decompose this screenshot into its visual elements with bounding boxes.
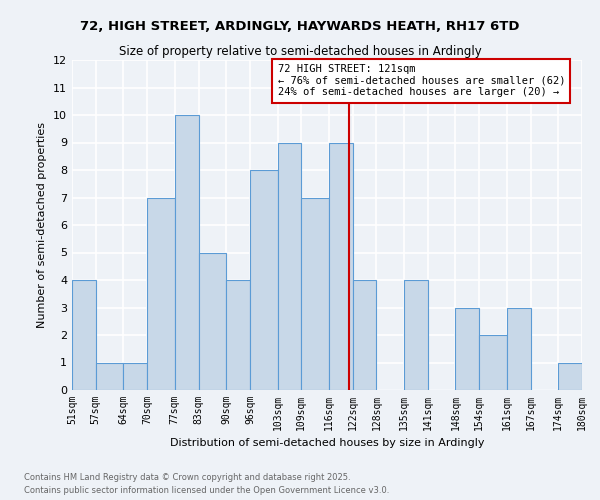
- Bar: [250, 170, 278, 390]
- Bar: [199, 252, 226, 390]
- Text: 72 HIGH STREET: 121sqm
← 76% of semi-detached houses are smaller (62)
24% of sem: 72 HIGH STREET: 121sqm ← 76% of semi-det…: [278, 64, 565, 98]
- Bar: [404, 280, 428, 390]
- Bar: [479, 335, 507, 390]
- Bar: [278, 142, 301, 390]
- Text: Contains public sector information licensed under the Open Government Licence v3: Contains public sector information licen…: [24, 486, 389, 495]
- Bar: [124, 362, 147, 390]
- Bar: [455, 308, 479, 390]
- Bar: [329, 142, 353, 390]
- Bar: [147, 198, 175, 390]
- Bar: [507, 308, 530, 390]
- Y-axis label: Number of semi-detached properties: Number of semi-detached properties: [37, 122, 47, 328]
- Bar: [72, 280, 96, 390]
- Text: Size of property relative to semi-detached houses in Ardingly: Size of property relative to semi-detach…: [119, 45, 481, 58]
- Bar: [96, 362, 124, 390]
- Text: 72, HIGH STREET, ARDINGLY, HAYWARDS HEATH, RH17 6TD: 72, HIGH STREET, ARDINGLY, HAYWARDS HEAT…: [80, 20, 520, 33]
- X-axis label: Distribution of semi-detached houses by size in Ardingly: Distribution of semi-detached houses by …: [170, 438, 484, 448]
- Bar: [558, 362, 582, 390]
- Bar: [353, 280, 376, 390]
- Bar: [175, 115, 199, 390]
- Bar: [301, 198, 329, 390]
- Text: Contains HM Land Registry data © Crown copyright and database right 2025.: Contains HM Land Registry data © Crown c…: [24, 474, 350, 482]
- Bar: [226, 280, 250, 390]
